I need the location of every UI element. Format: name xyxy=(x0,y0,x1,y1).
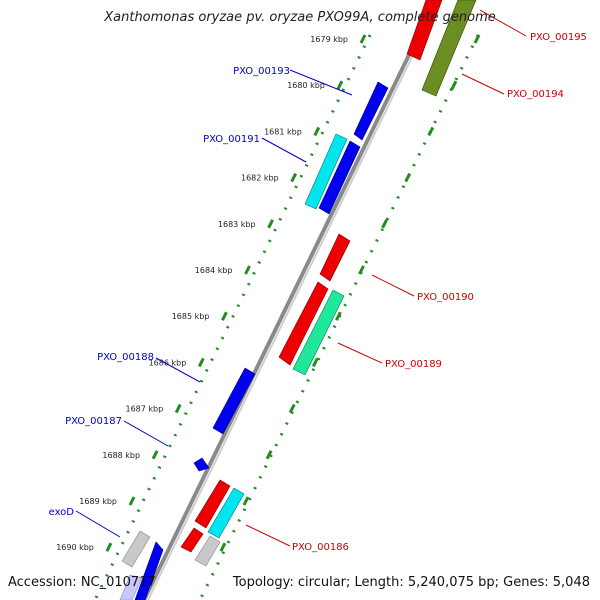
gene-features-plus xyxy=(180,0,477,567)
gene-grey-1690[interactable] xyxy=(121,530,151,568)
label-pxo00193[interactable]: PXO_00193 xyxy=(233,66,290,77)
tick-mark-1683 xyxy=(267,219,274,229)
tick-mark-1688 xyxy=(151,450,159,460)
tick-mark-1682 xyxy=(290,172,298,183)
accession-text: Accession: NC_010717 xyxy=(8,575,156,590)
tick-mark-right-1687 xyxy=(288,403,296,414)
gene-pxo00189[interactable] xyxy=(292,289,345,376)
tick-mark-right-1680 xyxy=(450,80,458,90)
tick-mark-1684 xyxy=(244,265,251,275)
topology-text: Topology: circular; Length: 5,240,075 bp… xyxy=(232,575,590,590)
tick-mark-right-1679 xyxy=(473,34,481,44)
tick-label-1686: 1686 kbp xyxy=(149,358,187,367)
gene-pxo00188[interactable] xyxy=(212,367,256,435)
tick-mark-right-1690 xyxy=(219,542,227,552)
label-pxo00194[interactable]: PXO_00194 xyxy=(507,89,564,100)
tick-label-1685: 1685 kbp xyxy=(172,312,210,321)
gene-blue-1681[interactable] xyxy=(318,140,361,215)
tick-mark-1680 xyxy=(336,80,344,90)
tick-mark-1686 xyxy=(197,357,205,368)
tick-mark-1687 xyxy=(174,403,182,414)
label-pxo00195[interactable]: PXO_00195 xyxy=(530,32,587,43)
tick-mark-right-1683 xyxy=(381,219,388,229)
gene-red-1685[interactable] xyxy=(278,281,329,366)
genome-backbone xyxy=(142,19,428,600)
gene-pxo00194[interactable] xyxy=(421,0,477,97)
tick-label-1681: 1681 kbp xyxy=(264,127,302,136)
label-pxo00187[interactable]: PXO_00187 xyxy=(65,416,122,427)
genome-backbone-shadow xyxy=(147,19,431,600)
label-exod[interactable]: exoD xyxy=(49,507,75,518)
label-pxo00190[interactable]: PXO_00190 xyxy=(417,292,474,303)
gene-pxo00193[interactable] xyxy=(353,81,389,141)
tick-label-1682: 1682 kbp xyxy=(241,174,279,183)
gene-features xyxy=(119,81,389,600)
gene-exod[interactable] xyxy=(134,541,164,600)
tick-label-1684: 1684 kbp xyxy=(195,266,233,275)
tick-mark-right-1684 xyxy=(358,265,365,275)
tick-mark-1681 xyxy=(313,126,321,137)
gene-pxo00191-cyan[interactable] xyxy=(304,133,348,210)
tick-mark-right-1689 xyxy=(242,496,250,506)
label-leaders xyxy=(75,9,527,547)
label-pxo00191[interactable]: PXO_00191 xyxy=(203,134,260,145)
tick-mark-1679 xyxy=(359,34,367,44)
tick-mark-1685 xyxy=(221,311,228,321)
tick-layer: 1679 kbp 1680 kbp 1681 kbp 1682 kbp 1683 kbp… xyxy=(56,34,481,552)
gene-red-1690[interactable] xyxy=(180,527,204,553)
genome-title: Xanthomonas oryzae pv. oryzae PXO99A, co… xyxy=(104,10,496,25)
gene-pxo00187[interactable] xyxy=(193,457,210,472)
gene-red-1689[interactable] xyxy=(194,479,231,529)
label-pxo00188[interactable]: PXO_00188 xyxy=(97,352,154,363)
left-gene-labels: PXO_00193 PXO_00191 PXO_00188 PXO_00187 … xyxy=(49,66,290,518)
gene-grey-1690-plus[interactable] xyxy=(194,535,221,567)
tick-label-1687: 1687 kbp xyxy=(125,405,163,414)
tick-label-1680: 1680 kbp xyxy=(287,81,325,90)
tick-mark-right-1685 xyxy=(335,311,342,321)
tick-label-1679: 1679 kbp xyxy=(310,35,348,44)
tick-label-1689: 1689 kbp xyxy=(79,497,117,506)
tick-mark-right-1686 xyxy=(311,357,319,368)
gene-lavender-1690[interactable] xyxy=(119,574,143,600)
tick-label-1683: 1683 kbp xyxy=(218,220,256,229)
right-gene-labels: PXO_00195 PXO_00194 PXO_00190 PXO_00189 … xyxy=(292,32,587,553)
gene-pxo00195[interactable] xyxy=(406,0,443,61)
gene-pxo00186[interactable] xyxy=(207,487,245,539)
tick-label-1690: 1690 kbp xyxy=(56,543,94,552)
gene-pxo00190[interactable] xyxy=(319,233,351,282)
label-pxo00189[interactable]: PXO_00189 xyxy=(385,359,442,370)
tick-label-1688: 1688 kbp xyxy=(102,451,140,460)
tick-mark-right-1682 xyxy=(404,172,412,183)
label-pxo00186[interactable]: PXO_00186 xyxy=(292,542,349,553)
tick-mark-1690 xyxy=(105,542,113,552)
tick-mark-1689 xyxy=(128,496,136,506)
tick-mark-right-1688 xyxy=(265,450,273,460)
tick-mark-right-1681 xyxy=(427,126,435,137)
